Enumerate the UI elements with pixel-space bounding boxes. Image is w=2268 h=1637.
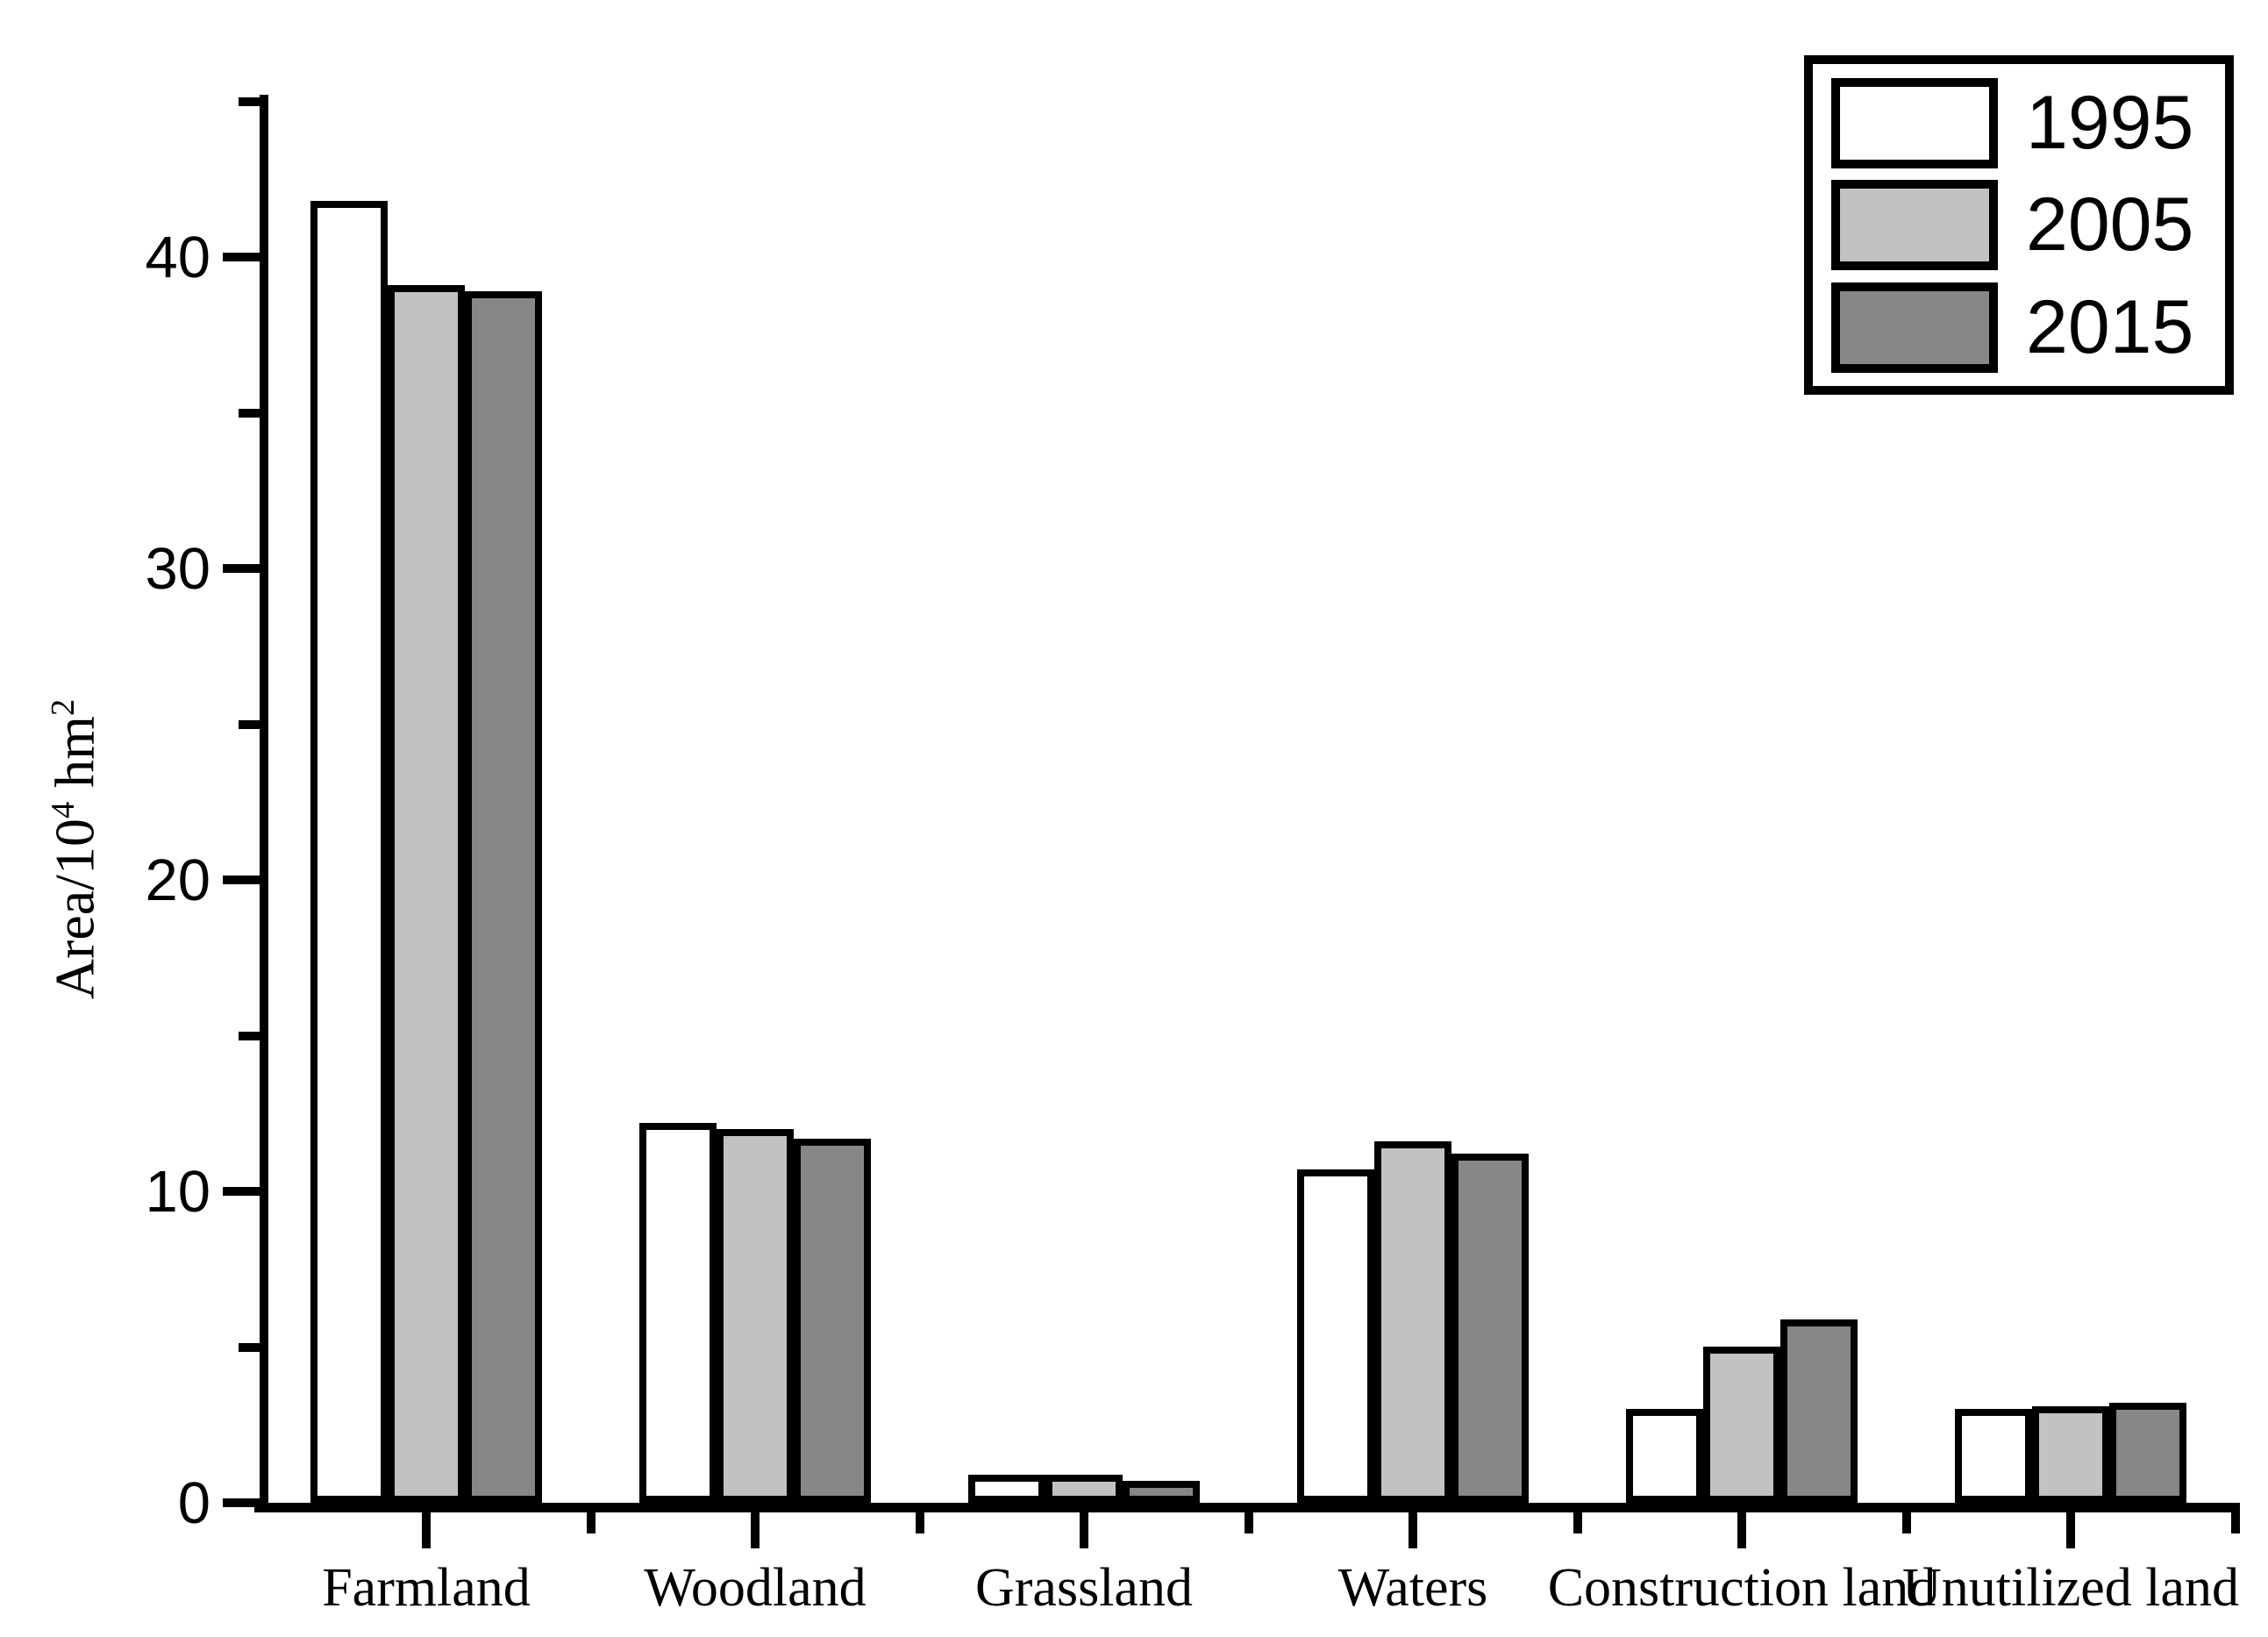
bar-waters-2015 [1451,1154,1529,1503]
y-minor-tick-25 [239,720,260,729]
bar-woodland-2015 [794,1139,871,1503]
y-tick-label-10: 10 [145,1159,210,1225]
x-tick-construction-land [1737,1512,1746,1548]
x-category-label-construction-land: Construction land [1547,1558,1936,1618]
bar-grassland-1995 [968,1475,1045,1503]
legend-swatch-2015 [1831,282,1998,373]
y-tick-40 [223,253,260,261]
bar-woodland-1995 [639,1123,717,1503]
x-axis-line [254,1503,2240,1512]
y-tick-0 [223,1498,260,1507]
y-tick-10 [223,1187,260,1196]
legend: 1995 2005 2015 [1804,55,2234,395]
bar-unutilized-land-2005 [2032,1406,2109,1503]
x-tick-farmland [422,1512,431,1548]
x-minor-tick-5 [1902,1512,1911,1533]
legend-label-2015: 2015 [2026,285,2194,369]
legend-swatch-1995 [1831,78,1998,168]
y-axis-line [260,95,268,1512]
y-minor-tick-35 [239,409,260,418]
y-tick-label-0: 0 [177,1470,210,1536]
legend-label-1995: 1995 [2026,81,2194,165]
bar-farmland-2015 [465,291,542,1503]
legend-swatch-2005 [1831,180,1998,270]
bar-waters-2005 [1374,1141,1451,1503]
bar-woodland-2005 [717,1129,794,1503]
y-axis-title-unit: hm [43,716,106,802]
y-tick-label-40: 40 [145,225,210,290]
x-minor-tick-1 [587,1512,596,1533]
y-axis-title-unit-exponent: 2 [45,698,82,717]
y-tick-label-30: 30 [145,536,210,602]
y-minor-tick-5 [239,1343,260,1352]
y-minor-tick-45 [239,97,260,106]
x-minor-tick-3 [1245,1512,1253,1533]
x-tick-waters [1409,1512,1417,1548]
x-minor-tick-6 [2231,1512,2240,1533]
bar-farmland-1995 [310,201,388,1503]
x-tick-grassland [1080,1512,1088,1548]
x-tick-woodland [751,1512,760,1548]
bar-waters-1995 [1297,1169,1374,1503]
y-axis-title: Area/104 hm2 [35,586,105,1112]
y-minor-tick-15 [239,1032,260,1040]
bar-unutilized-land-1995 [1955,1409,2032,1503]
y-tick-20 [223,876,260,884]
bar-farmland-2005 [388,285,465,1503]
bar-grassland-2015 [1123,1481,1200,1503]
y-tick-label-20: 20 [145,847,210,913]
y-tick-30 [223,564,260,573]
bar-construction-land-2005 [1703,1347,1780,1503]
legend-label-2005: 2005 [2026,182,2194,267]
bar-construction-land-2015 [1780,1319,1858,1503]
x-category-label-farmland: Farmland [322,1558,531,1618]
x-tick-unutilized-land [2066,1512,2075,1548]
x-category-label-waters: Waters [1337,1558,1488,1618]
x-category-label-woodland: Woodland [644,1558,867,1618]
y-axis-title-exponent: 4 [45,801,82,819]
x-category-label-grassland: Grassland [975,1558,1193,1618]
x-category-label-unutilized-land: Unutilized land [1902,1558,2239,1618]
bar-unutilized-land-2015 [2109,1403,2186,1503]
bar-construction-land-1995 [1626,1409,1703,1503]
bar-grassland-2005 [1045,1475,1123,1503]
x-minor-tick-2 [916,1512,924,1533]
x-minor-tick-4 [1573,1512,1582,1533]
